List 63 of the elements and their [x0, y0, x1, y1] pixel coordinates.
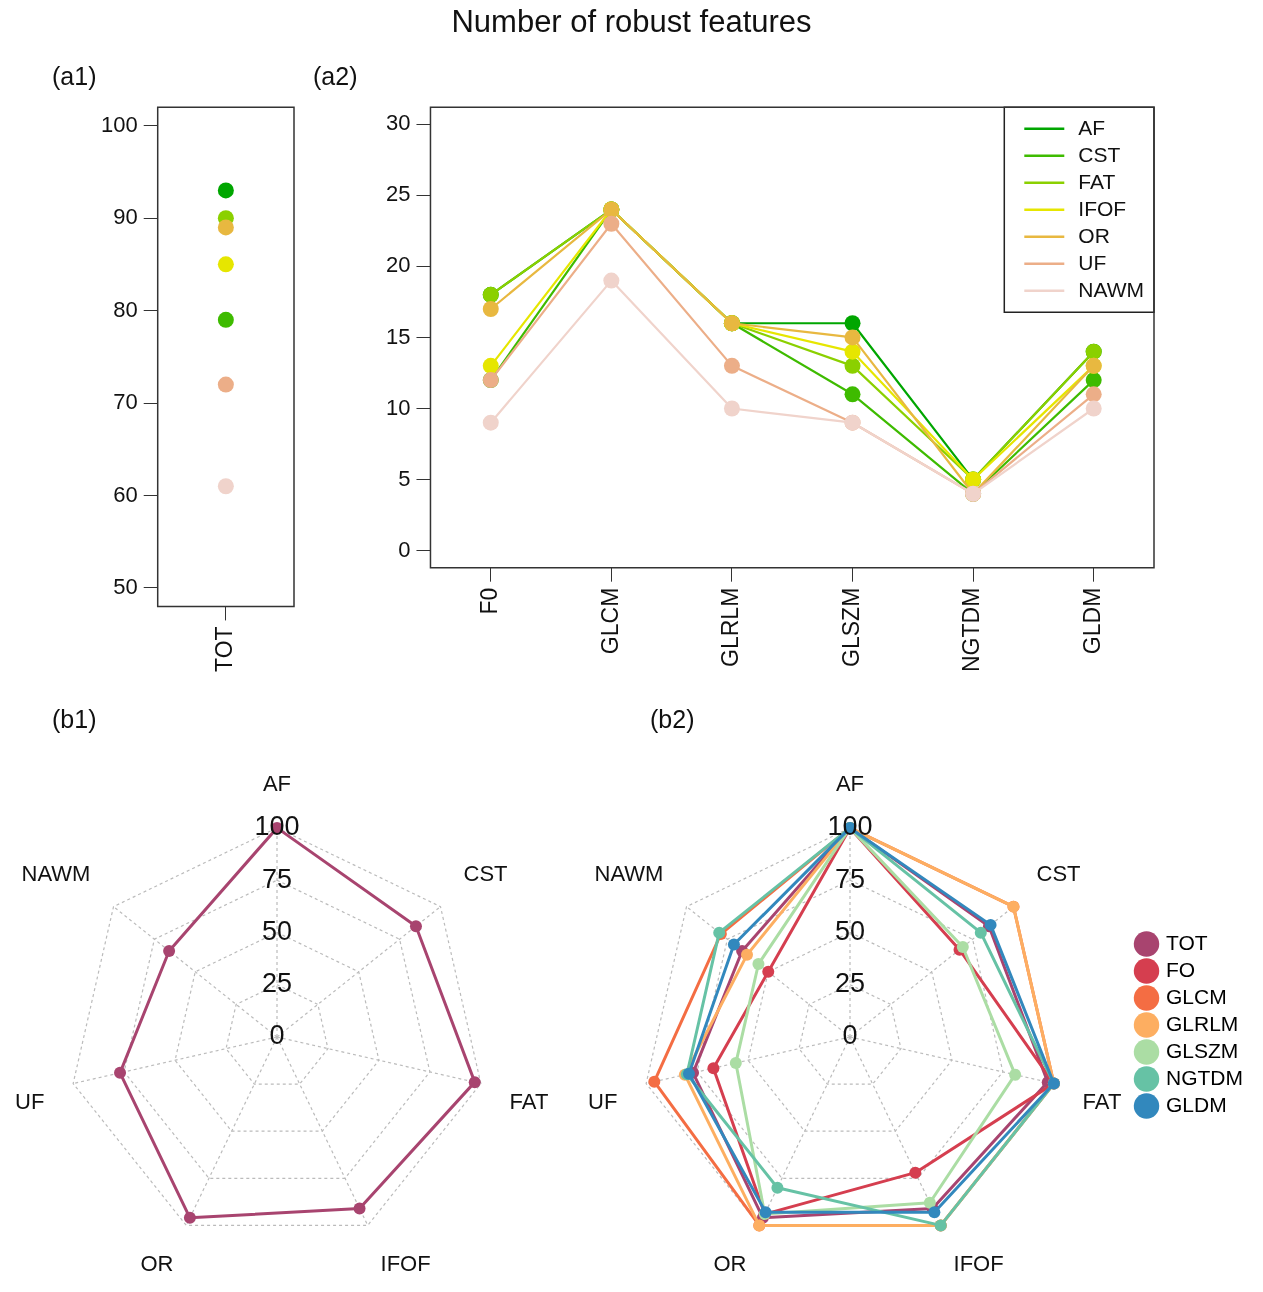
legend-label: NGTDM: [1166, 1065, 1244, 1089]
spoke-label: FAT: [1082, 1089, 1122, 1115]
spoke-label: FAT: [509, 1089, 549, 1115]
y-tick-label: 100: [254, 811, 300, 842]
y-tick-label: 25: [385, 181, 411, 207]
y-tick-label: 50: [113, 574, 138, 599]
text: (b1): [52, 705, 97, 734]
text: (a1): [52, 62, 97, 91]
y-tick-label: 0: [269, 1020, 285, 1051]
legend-label: UF: [1078, 251, 1107, 275]
y-tick-label: 70: [113, 389, 138, 415]
y-tick-label: 25: [834, 968, 866, 999]
legend-label: FO: [1166, 957, 1196, 981]
spoke-label: CST: [1036, 861, 1081, 887]
legend-label: CST: [1078, 143, 1121, 167]
spoke-label: AF: [835, 771, 865, 797]
spoke-label: OR: [140, 1251, 174, 1277]
spoke-label: OR: [713, 1251, 747, 1277]
x-tick-label: GLCM: [596, 587, 623, 655]
x-tick-label: F0: [476, 587, 503, 615]
y-tick-label: 25: [261, 968, 293, 999]
y-tick-label: 80: [113, 296, 138, 322]
legend-label: GLSZM: [1166, 1038, 1239, 1062]
y-tick-label: 100: [100, 111, 138, 137]
legend-label: TOT: [1166, 930, 1208, 954]
legend-label: NAWM: [1078, 278, 1145, 302]
x-tick-label: TOT: [211, 626, 238, 672]
x-tick-label: GLDM: [1079, 587, 1106, 655]
spoke-label: UF: [588, 1089, 618, 1115]
spoke-label: NAWM: [594, 861, 664, 887]
legend-label: AF: [1078, 116, 1106, 140]
y-tick-label: 50: [834, 915, 866, 946]
y-tick-label: 0: [398, 536, 411, 562]
y-tick-label: 5: [398, 465, 411, 491]
text: (b2): [650, 705, 695, 734]
spoke-label: CST: [463, 861, 508, 887]
legend-label: GLDM: [1166, 1092, 1227, 1116]
chart-title: Number of robust features: [450, 4, 813, 40]
x-tick-label: GLSZM: [837, 587, 864, 667]
legend-label: IFOF: [1078, 197, 1127, 221]
spoke-label: IFOF: [953, 1251, 1004, 1277]
y-tick-label: 100: [827, 811, 873, 842]
spoke-label: UF: [15, 1089, 45, 1115]
y-tick-label: 60: [113, 481, 138, 507]
y-tick-label: 90: [113, 204, 138, 230]
y-tick-label: 20: [385, 252, 411, 278]
legend-label: FAT: [1078, 170, 1116, 194]
y-tick-label: 50: [261, 915, 293, 946]
x-tick-label: NGTDM: [958, 587, 985, 673]
y-tick-label: 10: [385, 394, 411, 420]
y-tick-label: 75: [261, 863, 293, 894]
y-tick-label: 30: [385, 110, 411, 136]
legend-label: GLRLM: [1166, 1011, 1239, 1035]
spoke-label: AF: [262, 771, 292, 797]
text: (a2): [313, 62, 358, 91]
legend-label: GLCM: [1166, 984, 1227, 1008]
legend-label: OR: [1078, 224, 1110, 248]
y-tick-label: 15: [385, 323, 411, 349]
y-tick-label: 75: [834, 863, 866, 894]
x-tick-label: GLRLM: [717, 587, 744, 667]
y-tick-label: 0: [842, 1020, 858, 1051]
spoke-label: IFOF: [380, 1251, 431, 1277]
spoke-label: NAWM: [21, 861, 91, 887]
